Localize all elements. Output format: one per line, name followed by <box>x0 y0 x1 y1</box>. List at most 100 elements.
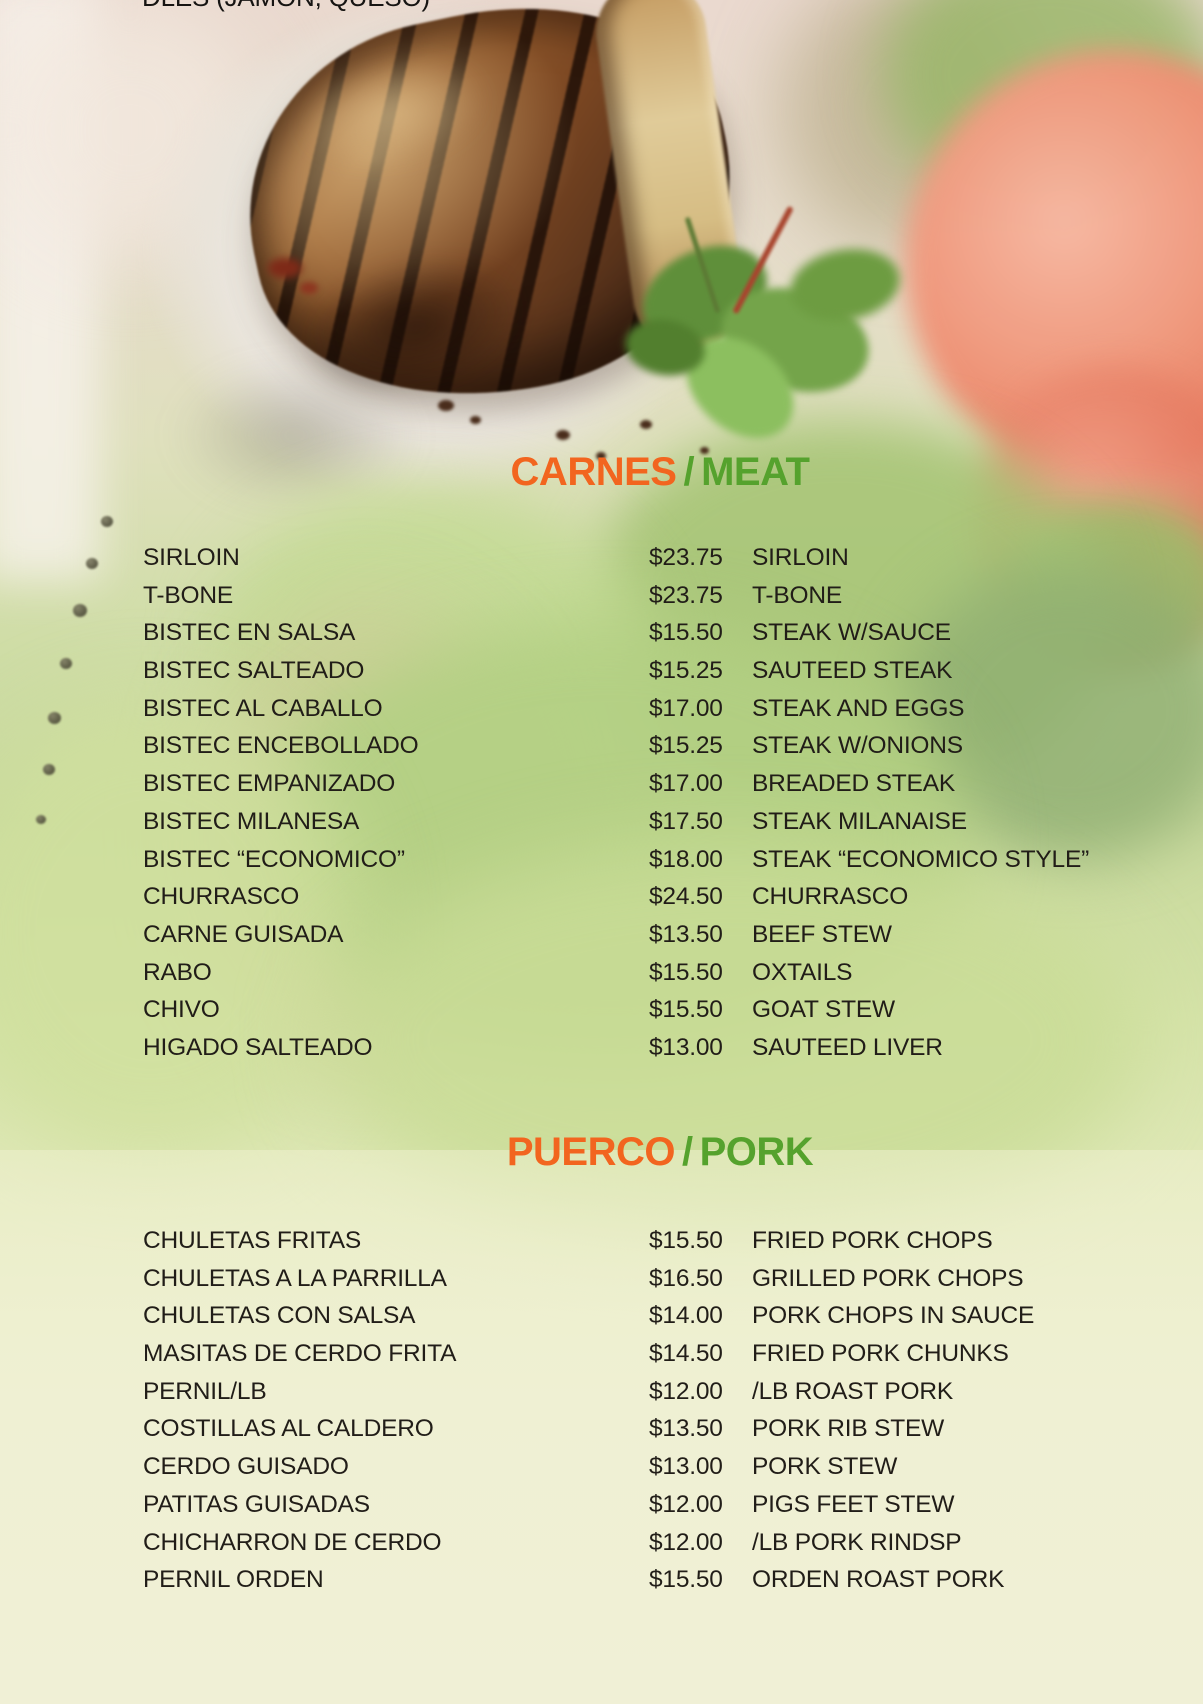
steak-char-edge <box>238 202 591 450</box>
item-price: $15.50 <box>649 958 723 986</box>
plate-shadow <box>120 330 470 540</box>
menu-item-row: HIGADO SALTEADO $13.00 SAUTEED LIVER <box>0 1033 1203 1071</box>
item-name-english: STEAK MILANAISE <box>752 807 967 835</box>
item-name-spanish: PERNIL/LB <box>143 1377 267 1405</box>
menu-item-row: COSTILLAS AL CALDERO $13.50 PORK RIB STEW <box>0 1414 1203 1452</box>
item-price: $16.50 <box>649 1264 723 1292</box>
pork-items-list: CHULETAS FRITAS $15.50 FRIED PORK CHOPS CHU… <box>0 1226 1203 1603</box>
herb-garnish-leaf <box>666 316 814 459</box>
item-name-english: PIGS FEET STEW <box>752 1490 955 1518</box>
steak-highlight <box>245 10 541 214</box>
warm-backdrop <box>0 0 260 260</box>
meat-heading-english: MEAT <box>701 450 810 494</box>
item-price: $17.00 <box>649 770 723 798</box>
item-name-english: FRIED PORK CHOPS <box>752 1227 993 1254</box>
item-name-spanish: BISTEC “ECONOMICO” <box>143 845 405 873</box>
item-price: $12.00 <box>649 1377 723 1405</box>
herb-garnish-leaf <box>784 240 906 330</box>
item-price: $13.00 <box>649 1033 723 1061</box>
menu-item-row: CHIVO $15.50 GOAT STEW <box>0 995 1203 1033</box>
item-name-spanish: CHULETAS CON SALSA <box>143 1302 416 1330</box>
item-price: $13.50 <box>649 1415 723 1443</box>
item-price: $23.75 <box>649 581 723 609</box>
menu-item-row: CARNE GUISADA $13.50 BEEF STEW <box>0 920 1203 958</box>
menu-item-row: CHULETAS CON SALSA $14.00 PORK CHOPS IN SA… <box>0 1301 1203 1339</box>
item-name-english: ORDEN ROAST PORK <box>752 1566 1005 1594</box>
grilled-steak-image <box>179 0 829 496</box>
item-name-english: STEAK W/SAUCE <box>752 619 951 647</box>
item-name-english: T-BONE <box>752 581 843 609</box>
item-name-spanish: HIGADO SALTEADO <box>143 1033 373 1061</box>
item-name-english: PORK CHOPS IN SAUCE <box>752 1302 1035 1330</box>
item-price: $23.75 <box>649 544 723 571</box>
item-name-english: CHURRASCO <box>752 883 909 911</box>
item-price: $15.50 <box>649 619 723 647</box>
item-name-english: FRIED PORK CHUNKS <box>752 1340 1009 1368</box>
menu-item-row: CHURRASCO $24.50 CHURRASCO <box>0 882 1203 920</box>
menu-item-row: PATITAS GUISADAS $12.00 PIGS FEET STEW <box>0 1490 1203 1528</box>
tomato-image <box>905 50 1203 480</box>
item-price: $17.00 <box>649 694 723 722</box>
item-name-spanish: CHULETAS A LA PARRILLA <box>143 1264 447 1292</box>
clipped-previous-item-text: DLES (JAMON, QUESO) <box>142 0 430 10</box>
menu-item-row: T-BONE $23.75 T-BONE <box>0 581 1203 619</box>
item-name-spanish: BISTEC SALTEADO <box>143 657 365 685</box>
item-price: $14.00 <box>649 1302 723 1330</box>
item-name-spanish: CERDO GUISADO <box>143 1453 349 1481</box>
item-name-english: PORK RIB STEW <box>752 1415 945 1443</box>
crumb-speck <box>470 416 481 424</box>
menu-item-row: PERNIL ORDEN $15.50 ORDEN ROAST PORK <box>0 1565 1203 1603</box>
item-price: $24.50 <box>649 883 723 911</box>
item-name-spanish: CHULETAS FRITAS <box>143 1227 361 1254</box>
item-name-spanish: BISTEC MILANESA <box>143 807 360 835</box>
sauce-spot <box>268 258 302 278</box>
item-price: $13.50 <box>649 920 723 948</box>
item-price: $15.50 <box>649 1227 723 1254</box>
item-name-spanish: SIRLOIN <box>143 544 240 571</box>
herb-garnish-leaf <box>627 226 783 364</box>
menu-item-row: PERNIL/LB $12.00/LB ROAST PORK <box>0 1377 1203 1415</box>
meat-section-heading: CARNES / MEAT <box>140 452 1180 492</box>
pork-heading-english: PORK <box>699 1130 814 1174</box>
menu-item-row: CHULETAS FRITAS $15.50 FRIED PORK CHOPS <box>0 1226 1203 1264</box>
item-name-spanish: PATITAS GUISADAS <box>143 1490 370 1518</box>
menu-item-row: CHULETAS A LA PARRILLA $16.50 GRILLED PORK… <box>0 1264 1203 1302</box>
greens-top-right-image <box>880 0 1203 210</box>
steak-fat-strip <box>589 0 751 358</box>
plate-edge-highlight <box>0 0 100 580</box>
item-price: $14.50 <box>649 1340 723 1368</box>
meat-heading-spanish: CARNES <box>510 450 677 494</box>
item-name-spanish: BISTEC EMPANIZADO <box>143 770 396 798</box>
menu-item-row: BISTEC EN SALSA $15.50 STEAK W/SAUCE <box>0 618 1203 656</box>
menu-item-row: BISTEC EMPANIZADO $17.00 BREADED STEAK <box>0 769 1203 807</box>
item-name-spanish: COSTILLAS AL CALDERO <box>143 1415 434 1443</box>
item-name-english: BEEF STEW <box>752 920 892 948</box>
item-price: $12.00 <box>649 1490 723 1518</box>
item-name-spanish: CHICHARRON DE CERDO <box>143 1528 442 1556</box>
item-name-spanish: MASITAS DE CERDO FRITA <box>143 1340 457 1368</box>
item-name-english: /LB PORK RINDSP <box>752 1528 962 1556</box>
item-name-spanish: PERNIL ORDEN <box>143 1566 324 1594</box>
menu-item-row: BISTEC SALTEADO $15.25 SAUTEED STEAK <box>0 656 1203 694</box>
menu-item-row: CHICHARRON DE CERDO $12.00/LB PORK RINDSP <box>0 1528 1203 1566</box>
item-name-english: GRILLED PORK CHOPS <box>752 1264 1024 1292</box>
blurred-backdrop <box>780 0 1040 250</box>
item-name-english: STEAK “ECONOMICO STYLE” <box>752 845 1090 873</box>
crumb-speck <box>640 420 652 429</box>
item-name-english: SAUTEED STEAK <box>752 657 953 685</box>
peppercorn <box>101 516 113 527</box>
pork-heading-spanish: PUERCO <box>506 1130 676 1174</box>
menu-item-row: BISTEC “ECONOMICO” $18.00 STEAK “ECONOMICO… <box>0 845 1203 883</box>
menu-item-row: BISTEC MILANESA $17.50 STEAK MILANAISE <box>0 807 1203 845</box>
crumb-speck <box>556 430 570 440</box>
item-price: $18.00 <box>649 845 723 873</box>
item-name-spanish: BISTEC EN SALSA <box>143 619 356 647</box>
herb-stem <box>684 216 721 314</box>
heading-slash: / <box>681 1130 693 1174</box>
item-name-spanish: CHIVO <box>143 996 220 1024</box>
item-name-spanish: CARNE GUISADA <box>143 920 344 948</box>
item-name-english: PORK STEW <box>752 1453 898 1481</box>
item-name-spanish: BISTEC ENCEBOLLADO <box>143 732 419 760</box>
item-name-english: BREADED STEAK <box>752 770 955 798</box>
